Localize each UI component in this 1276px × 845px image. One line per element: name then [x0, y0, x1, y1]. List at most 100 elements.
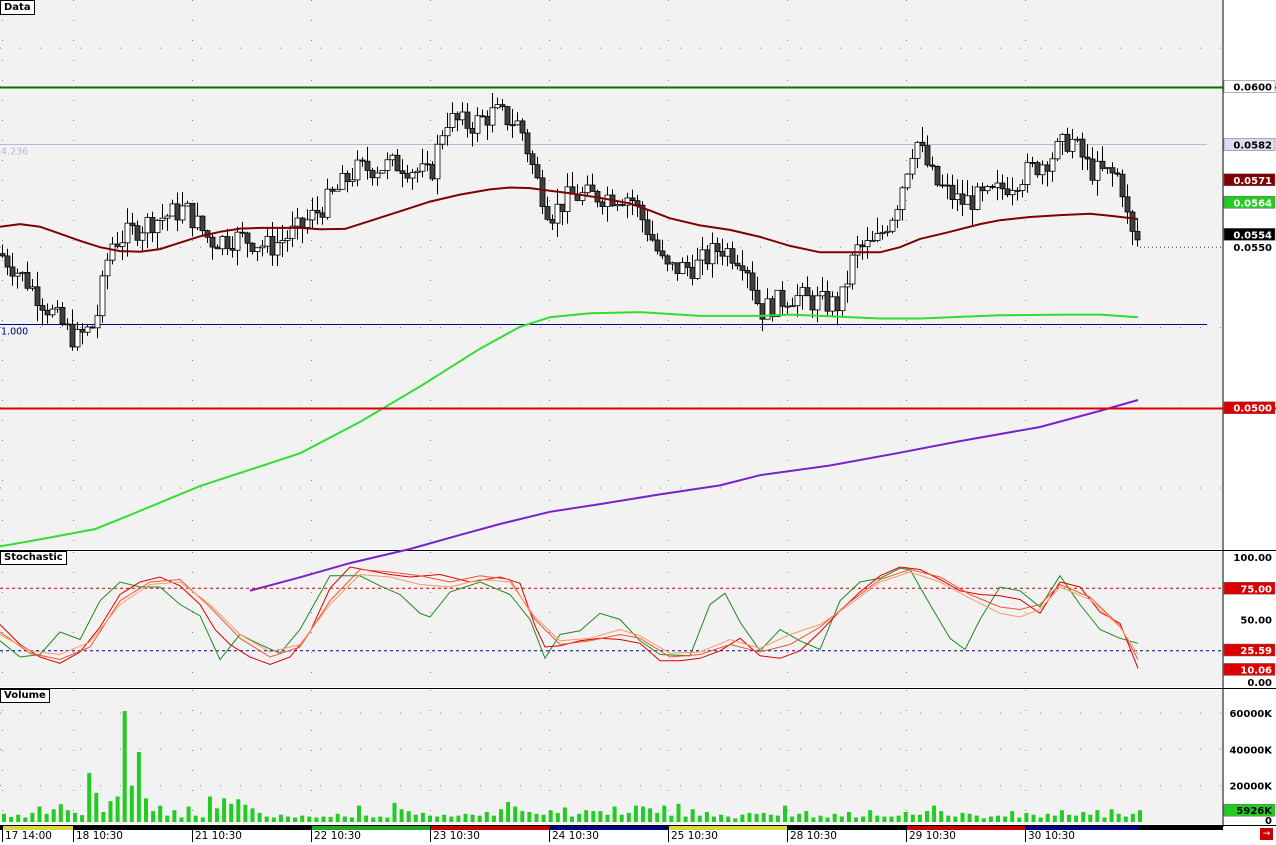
candle-body — [669, 262, 676, 265]
candle-body — [284, 237, 291, 241]
candle-body — [99, 275, 106, 317]
volume-bar — [882, 816, 887, 822]
volume-bar — [747, 812, 752, 822]
x-tick-label: 30 10:30 — [1028, 830, 1075, 842]
stochastic-panel-title[interactable]: Stochastic — [0, 551, 67, 565]
scroll-right-button[interactable]: → — [1260, 828, 1273, 840]
volume-bar — [271, 817, 276, 822]
candle-body — [834, 296, 841, 312]
volume-bars — [2, 711, 1142, 822]
candle-body — [809, 295, 816, 311]
candle-body — [109, 243, 116, 261]
volume-bar — [58, 804, 63, 822]
candle-body — [74, 329, 81, 348]
candle-body — [329, 188, 336, 192]
candle-body — [649, 234, 656, 241]
candle-body — [879, 231, 886, 234]
stoch-badge-bg — [1223, 582, 1276, 595]
volume-bar — [420, 812, 425, 822]
volume-bar — [2, 813, 6, 822]
candle-body — [24, 272, 31, 289]
candle-body — [604, 194, 611, 207]
candle-body — [149, 217, 156, 234]
stoch-badge: 75.00 — [1240, 584, 1272, 595]
x-tick-label: 25 10:30 — [671, 830, 718, 842]
volume-bar — [896, 815, 901, 822]
candle-body — [674, 262, 681, 275]
candle-body — [194, 215, 201, 229]
volume-bar — [278, 814, 283, 822]
candle-body — [904, 173, 911, 189]
candle-body — [799, 287, 806, 297]
x-tick-label: 24 10:30 — [552, 830, 599, 842]
price-badge: 0.0564 — [1233, 198, 1272, 209]
candle-body — [919, 141, 926, 146]
candle-body — [104, 259, 111, 277]
candle-body — [559, 203, 566, 212]
candle-body — [234, 231, 241, 251]
candle-body — [719, 251, 726, 257]
volume-bar — [1059, 810, 1064, 822]
x-tick-label: 23 10:30 — [433, 830, 480, 842]
candle-body — [179, 205, 186, 221]
volume-bar — [378, 816, 383, 822]
candle-body — [159, 217, 166, 221]
price-badge: 0.0571 — [1233, 176, 1272, 187]
candle-body — [1099, 160, 1106, 169]
candle-body — [319, 212, 326, 218]
candle-body — [849, 254, 856, 285]
volume-bar — [761, 812, 766, 822]
volume-bar — [783, 805, 787, 822]
session-segment — [430, 826, 549, 830]
candle-body — [44, 309, 51, 316]
stoch-badge: 25.59 — [1240, 646, 1272, 657]
candle-body — [1134, 230, 1141, 241]
volume-bar — [222, 798, 227, 822]
candle-body — [184, 202, 191, 207]
candle-body — [164, 215, 171, 219]
volume-bar — [513, 806, 518, 822]
candle-body — [619, 204, 626, 206]
volume-bar — [910, 814, 915, 822]
x-tick-label: 17 14:00 — [5, 830, 52, 842]
volume-bar — [51, 809, 56, 822]
candle-body — [964, 195, 971, 205]
x-tick-label: 29 10:30 — [909, 830, 956, 842]
session-segment — [311, 826, 430, 830]
volume-panel-title[interactable]: Volume — [0, 689, 50, 703]
candle-body — [64, 323, 71, 326]
volume-bar — [1017, 817, 1022, 822]
candle-body — [529, 153, 536, 166]
candle-body — [769, 298, 776, 318]
candle-body — [969, 195, 976, 210]
candle-body — [444, 127, 451, 137]
volume-bar — [988, 816, 993, 822]
candle-body — [1004, 188, 1011, 196]
volume-bar — [435, 816, 440, 822]
data-panel-title[interactable]: Data — [0, 0, 35, 15]
candle-body — [779, 289, 786, 307]
volume-bar — [307, 816, 312, 822]
volume-bar — [1074, 815, 1079, 822]
volume-bar — [825, 817, 830, 822]
volume-bar — [207, 796, 212, 822]
candle-body — [309, 209, 316, 221]
candle-body — [794, 295, 801, 307]
candle-body — [384, 159, 391, 171]
volume-bar — [697, 815, 702, 822]
candle-body — [84, 326, 91, 333]
volume-bar — [1067, 814, 1071, 822]
candle-body — [169, 203, 176, 217]
volume-bar — [392, 802, 397, 822]
volume-bar — [790, 816, 795, 822]
candle-body — [754, 289, 761, 305]
volume-bar — [477, 815, 482, 822]
candle-body — [654, 239, 661, 252]
candle-body — [684, 262, 691, 268]
candle-body — [59, 307, 66, 325]
candle-body — [244, 232, 251, 244]
candle-body — [399, 170, 406, 174]
stoch-axis-label: 50.00 — [1240, 616, 1272, 627]
volume-bar — [44, 813, 49, 822]
